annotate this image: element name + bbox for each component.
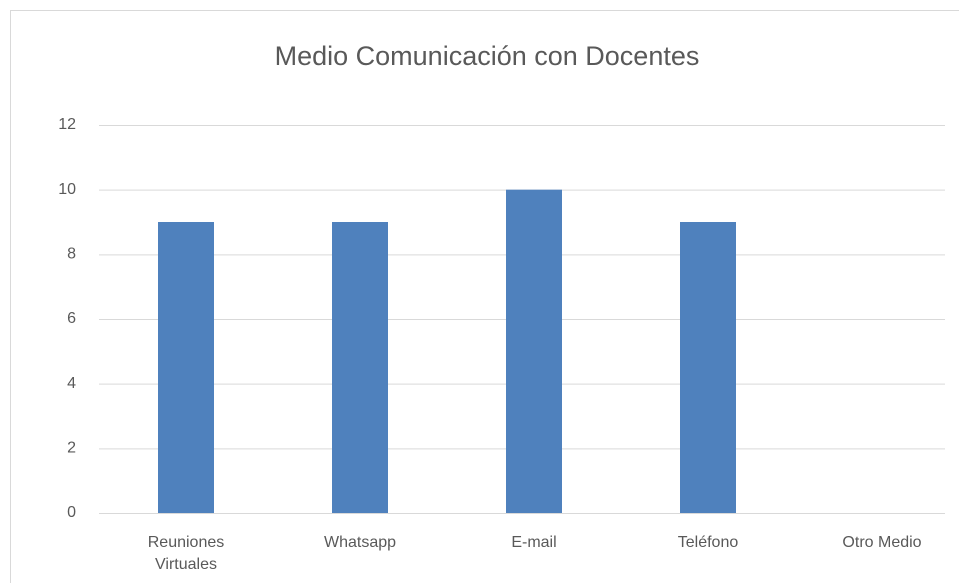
bar xyxy=(332,222,388,513)
bar xyxy=(158,222,214,513)
chart-title: Medio Comunicación con Docentes xyxy=(275,41,700,71)
y-tick-label: 0 xyxy=(67,504,76,521)
y-tick-label: 12 xyxy=(58,116,76,133)
chart-frame xyxy=(10,10,959,583)
x-tick-label: Whatsapp xyxy=(324,534,396,551)
x-tick-label: Reuniones Virtuales xyxy=(148,534,225,573)
y-tick-label: 6 xyxy=(67,310,76,327)
y-tick-label: 8 xyxy=(67,246,76,263)
y-tick-label: 4 xyxy=(67,375,76,392)
y-tick-label: 10 xyxy=(58,181,76,198)
x-tick-label: Otro Medio xyxy=(842,534,921,551)
y-tick-label: 2 xyxy=(67,440,76,457)
x-tick-label: Teléfono xyxy=(678,534,739,551)
x-tick-label: E-mail xyxy=(511,534,556,551)
bar xyxy=(506,189,562,513)
bar xyxy=(680,222,736,513)
